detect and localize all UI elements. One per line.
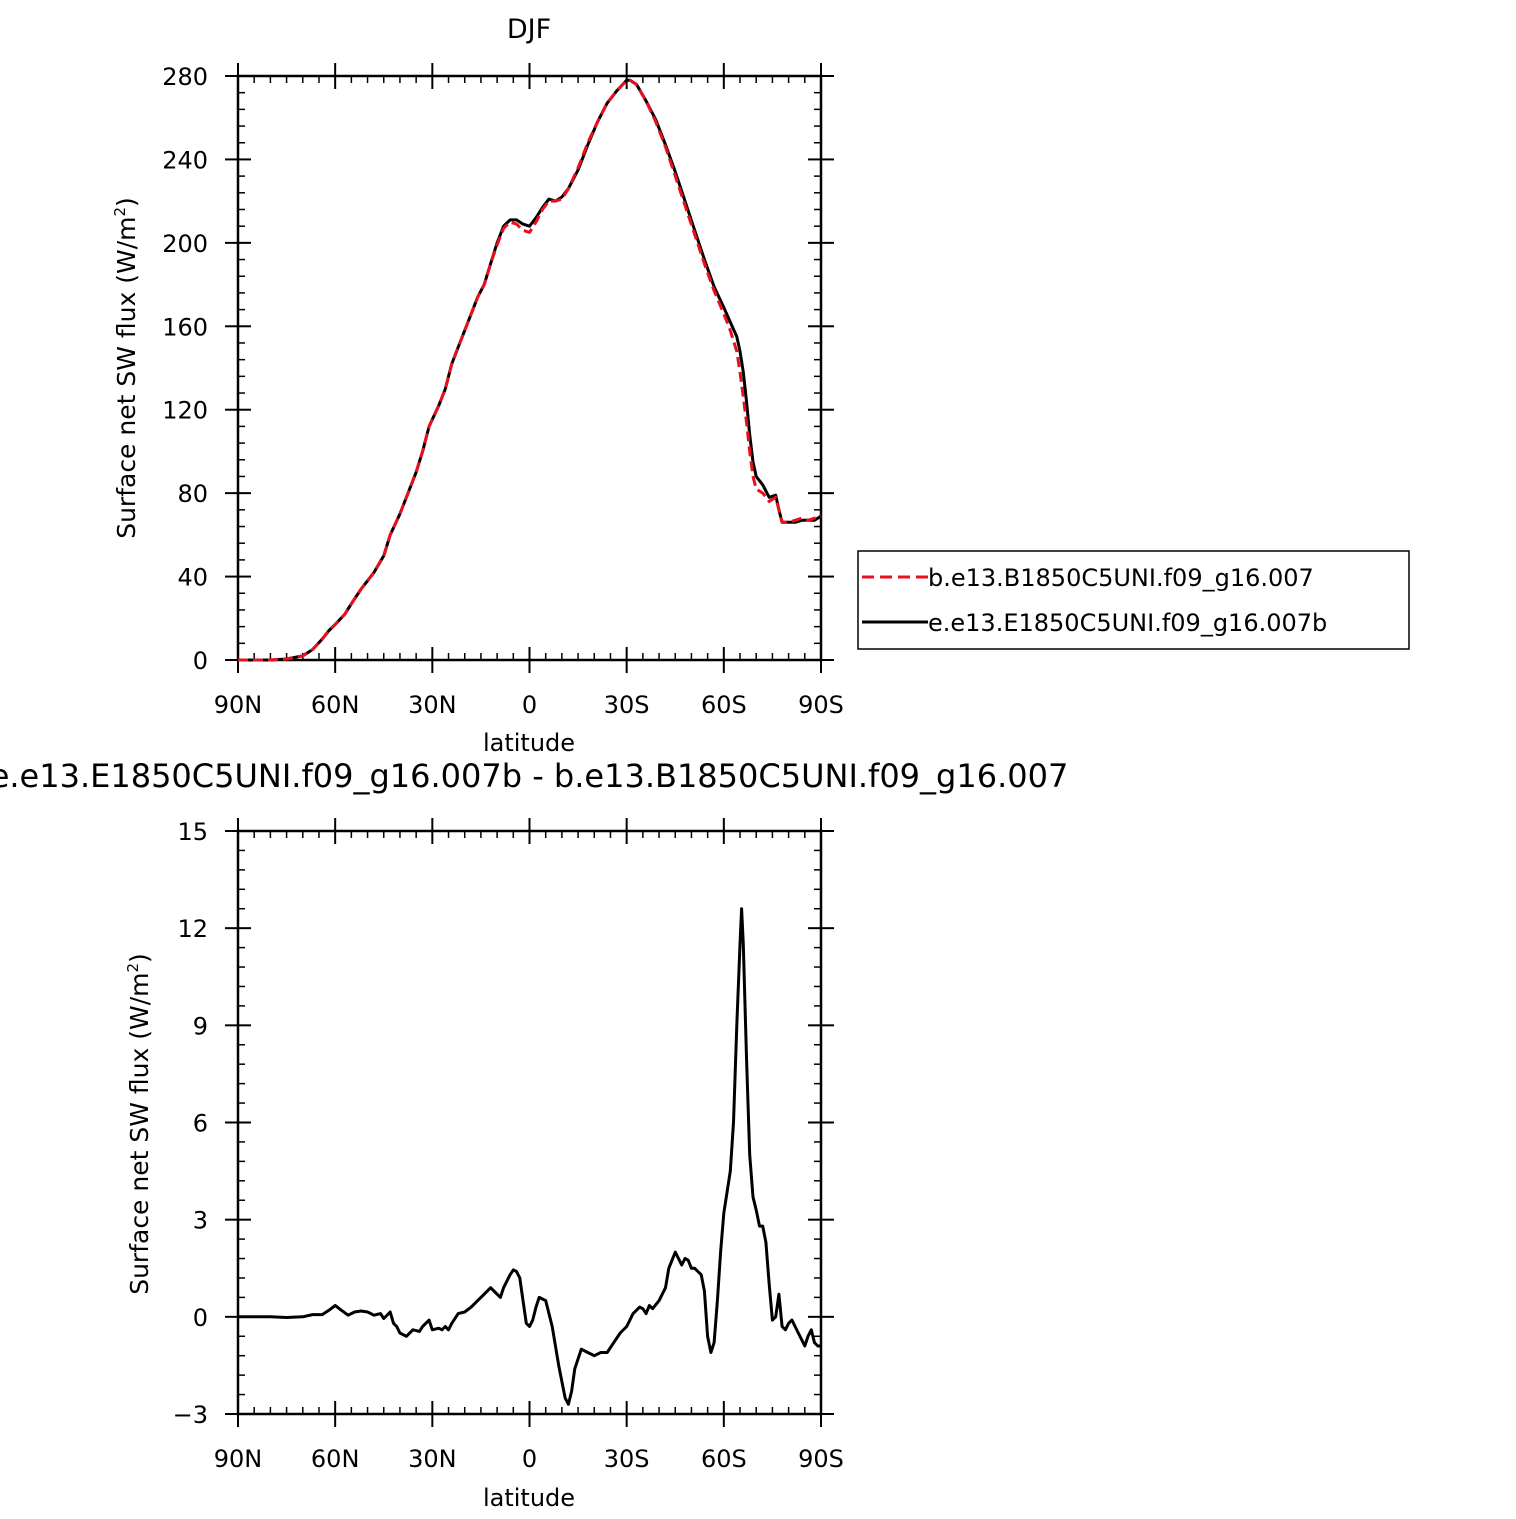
top-plot-frame	[236, 74, 823, 662]
bottom-panel: e.e13.E1850C5UNI.f09_g16.007b - b.e13.B1…	[0, 757, 1068, 1512]
bottom-y-tick-label: 3	[193, 1207, 208, 1235]
legend: b.e13.B1850C5UNI.f09_g16.007 e.e13.E1850…	[857, 550, 1410, 650]
top-x-tick-label: 30N	[408, 691, 457, 719]
top-series-line-2	[238, 78, 822, 662]
bottom-x-tick-label: 60S	[701, 1445, 747, 1473]
bottom-x-tick-label: 0	[522, 1445, 537, 1473]
bottom-y-tick-label: 9	[193, 1012, 208, 1040]
legend-box	[857, 550, 1410, 650]
top-y-tick-label: 0	[193, 647, 208, 675]
top-x-tick-label: 90N	[214, 691, 263, 719]
bottom-y-tick-label: 12	[177, 915, 208, 943]
top-y-tick-label: 120	[162, 397, 208, 425]
bottom-y-axis-label: Surface net SW flux (W/m2)	[124, 953, 154, 1295]
bottom-y-tick-label: −3	[173, 1401, 208, 1429]
top-series-line-1	[238, 78, 822, 662]
top-y-tick-label: 80	[177, 480, 208, 508]
bottom-y-tick-label: 6	[193, 1110, 208, 1138]
top-y-axis: 0 40 80 120 160 200 240 280	[162, 63, 834, 675]
top-y-tick-label: 240	[162, 146, 208, 174]
bottom-x-tick-label: 90N	[214, 1445, 263, 1473]
bottom-x-tick-label: 30N	[408, 1445, 457, 1473]
bottom-y-tick-label: 0	[193, 1304, 208, 1332]
top-y-tick-label: 160	[162, 313, 208, 341]
bottom-y-axis: −3 0 3 6 9 12 15	[173, 818, 834, 1429]
top-y-tick-label: 40	[177, 564, 208, 592]
top-x-tick-label: 90S	[798, 691, 844, 719]
bottom-x-axis: 90N 60N 30N 0 30S 60S 90S	[214, 818, 844, 1473]
bottom-chart-title: e.e13.E1850C5UNI.f09_g16.007b - b.e13.B1…	[0, 757, 1068, 795]
top-chart-title: DJF	[507, 14, 551, 45]
top-series-group	[238, 78, 822, 662]
top-y-tick-label: 280	[162, 63, 208, 91]
top-x-tick-label: 60S	[701, 691, 747, 719]
top-y-tick-label: 200	[162, 230, 208, 258]
legend-label-series-2: e.e13.E1850C5UNI.f09_g16.007b	[928, 609, 1327, 637]
top-y-axis-label: Surface net SW flux (W/m2)	[111, 197, 141, 539]
top-x-axis: 90N 60N 30N 0 30S 60S 90S	[214, 63, 844, 719]
bottom-x-tick-label: 30S	[604, 1445, 650, 1473]
bottom-x-axis-label: latitude	[483, 1484, 575, 1512]
legend-label-series-1: b.e13.B1850C5UNI.f09_g16.007	[928, 564, 1314, 592]
top-panel: DJF 90N 60N 30N 0 30S 60S 90S 0 40 80 120 160 200 24…	[111, 14, 1410, 757]
top-x-tick-label: 30S	[604, 691, 650, 719]
top-x-tick-label: 60N	[311, 691, 360, 719]
bottom-series-group	[238, 907, 821, 1406]
bottom-series-line-1	[238, 907, 821, 1406]
top-x-axis-label: latitude	[483, 729, 575, 757]
top-x-tick-label: 0	[522, 691, 537, 719]
bottom-x-tick-label: 90S	[798, 1445, 844, 1473]
bottom-x-tick-label: 60N	[311, 1445, 360, 1473]
bottom-y-tick-label: 15	[177, 818, 208, 846]
